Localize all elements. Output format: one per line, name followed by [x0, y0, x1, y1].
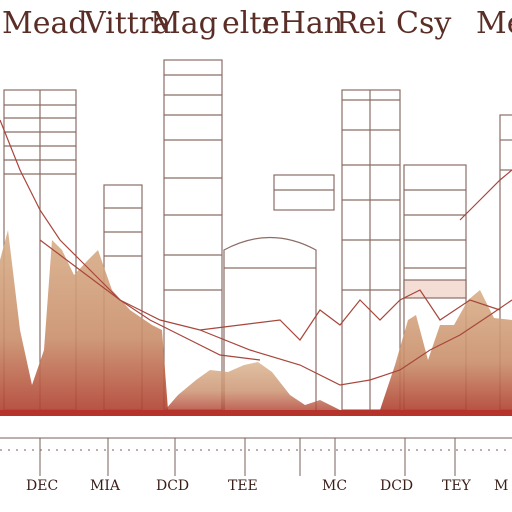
skyline-chart-illustration — [0, 59, 512, 476]
building-5 — [273, 174, 335, 211]
x-axis-labels: DEC MIA DCD TEE MC DCD TEY M — [0, 478, 512, 502]
title-part-2: Vittra — [84, 6, 172, 41]
x-label-7: TEY — [442, 478, 471, 494]
x-label-6: DCD — [380, 478, 414, 494]
x-label-1: DEC — [26, 478, 59, 494]
title-part-1: Mead — [2, 6, 88, 41]
building-3 — [163, 59, 223, 411]
x-label-8: M — [494, 478, 509, 494]
title-part-6: Rei — [336, 6, 386, 41]
x-label-3: DCD — [156, 478, 190, 494]
building-4 — [223, 237, 317, 410]
buildings — [3, 59, 512, 411]
x-label-5: MC — [322, 478, 348, 494]
title-part-4: eltr — [222, 6, 276, 41]
trend-line-2 — [39, 239, 501, 341]
x-label-2: MIA — [90, 478, 120, 494]
x-axis — [0, 437, 512, 476]
mountain-area — [0, 230, 512, 410]
trend-line-1 — [0, 119, 261, 361]
garbled-title: Mead Vittra Mag eltr eHan Rei Csy Me — [0, 4, 512, 44]
title-part-8: Me — [476, 6, 512, 41]
ground-band — [0, 410, 512, 416]
title-part-5: eHan — [262, 6, 344, 41]
trend-lines — [0, 119, 512, 386]
trend-line-4 — [459, 169, 512, 221]
trend-line-3 — [199, 299, 512, 386]
title-part-7: Csy — [396, 6, 452, 41]
title-part-3: Mag — [150, 6, 218, 41]
x-label-4: TEE — [228, 478, 258, 494]
building-6 — [341, 89, 401, 411]
